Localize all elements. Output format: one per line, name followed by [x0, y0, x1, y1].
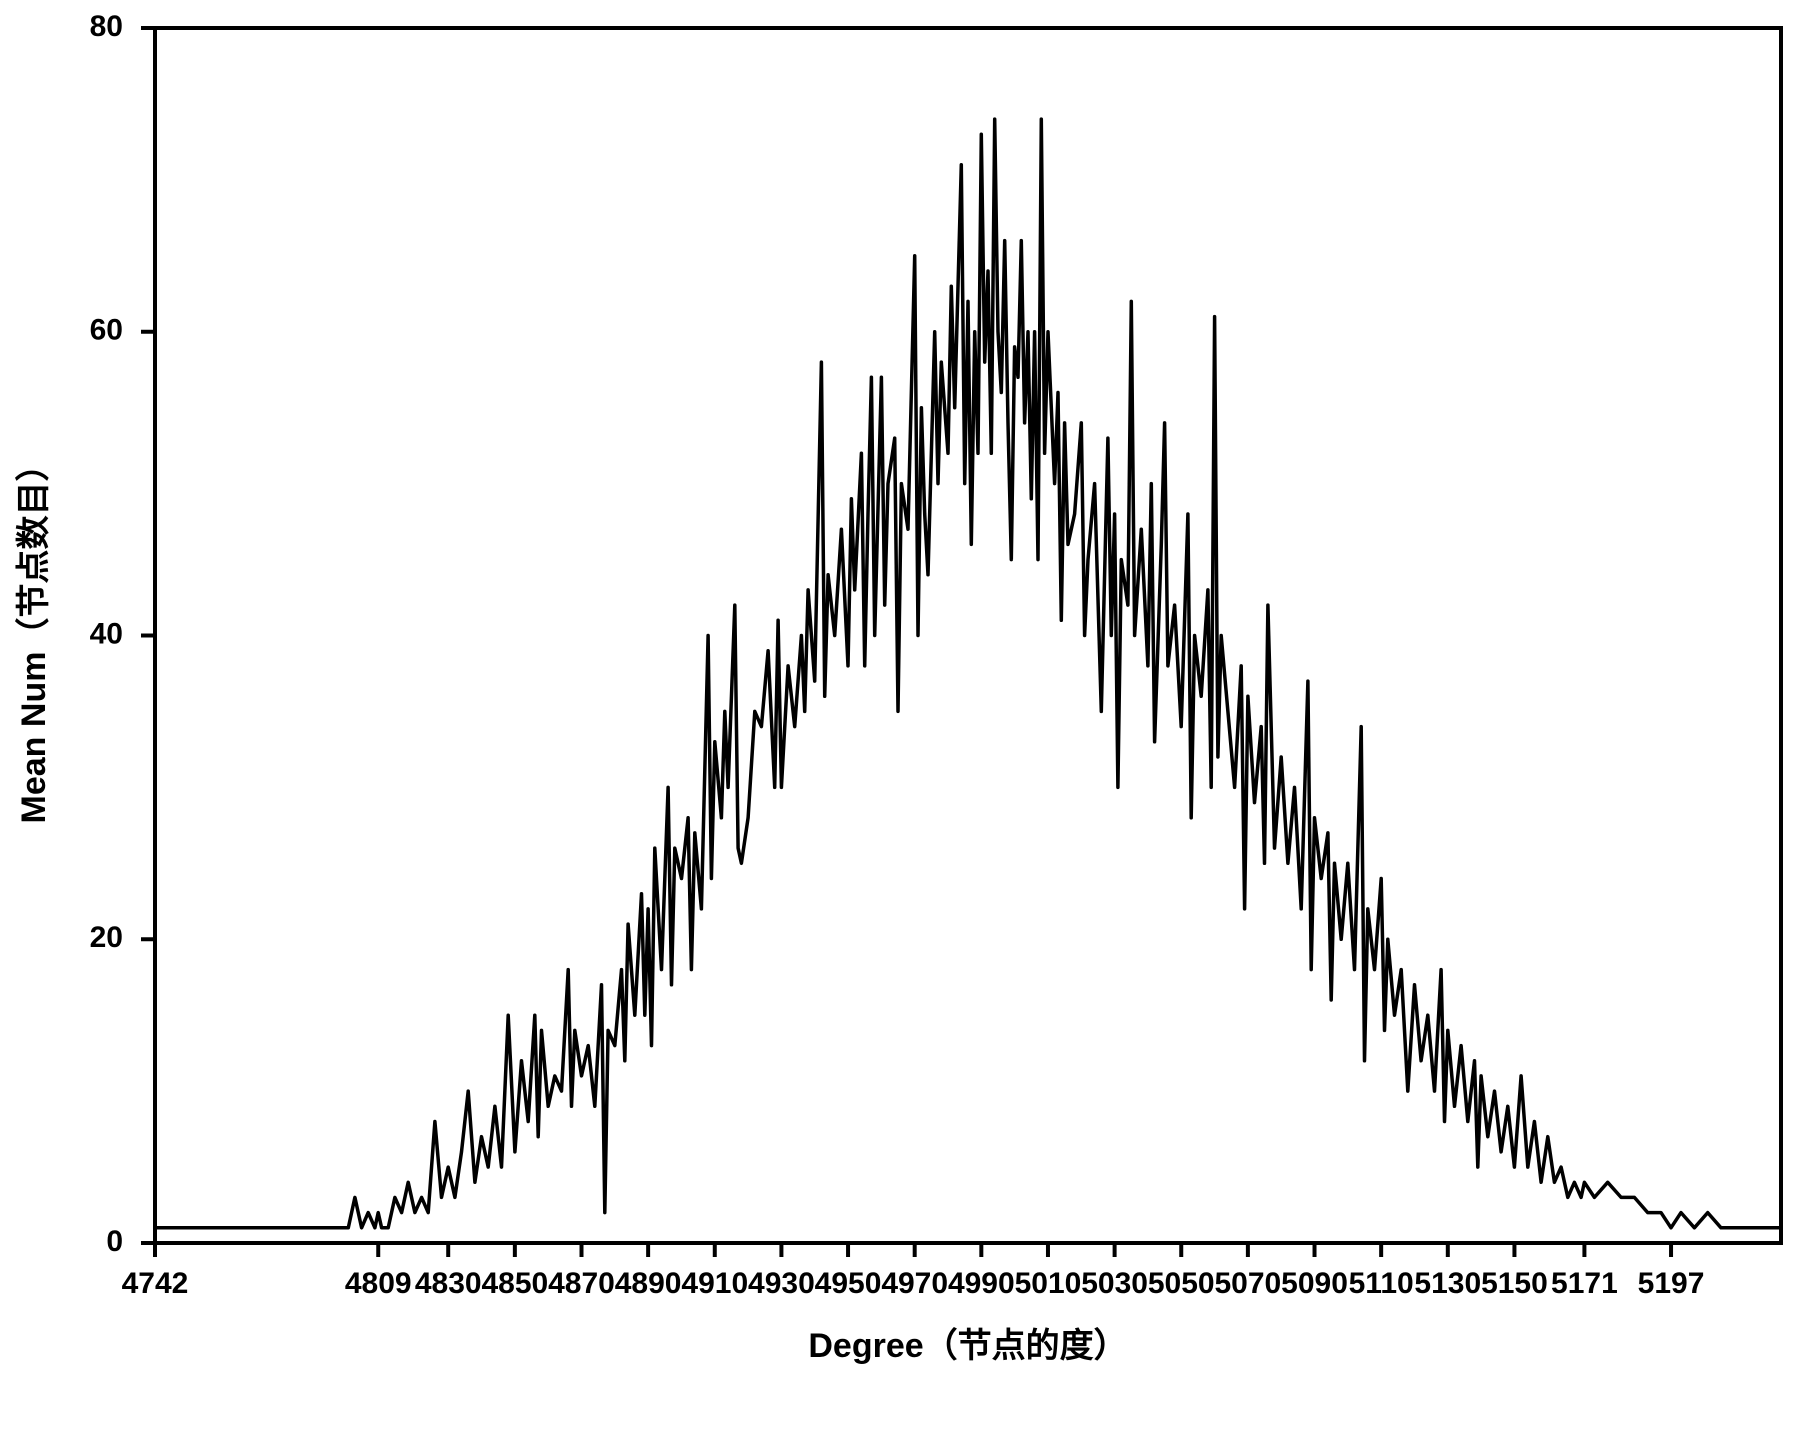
x-tick-label: 4830	[415, 1267, 482, 1300]
y-tick-label: 60	[90, 314, 123, 347]
x-tick-label: 5150	[1481, 1267, 1548, 1300]
x-tick-label: 5030	[1081, 1267, 1148, 1300]
x-tick-label: 4809	[345, 1267, 412, 1300]
x-tick-label: 4970	[881, 1267, 948, 1300]
y-axis-label: Mean Num（节点数目）	[14, 448, 53, 824]
x-tick-label: 5090	[1281, 1267, 1348, 1300]
y-tick-label: 0	[106, 1225, 123, 1258]
chart-container: 0 20 40 60 80 4742 480948304850487048904910493…	[0, 0, 1816, 1424]
x-tick-label: 4742	[122, 1267, 189, 1300]
y-tick-label: 20	[90, 921, 123, 954]
degree-distribution-chart: 0 20 40 60 80 4742 480948304850487048904910493…	[0, 0, 1816, 1424]
x-tick-label: 5070	[1215, 1267, 1282, 1300]
y-tick-label: 80	[90, 10, 123, 43]
x-tick-label: 4890	[615, 1267, 682, 1300]
x-tick-label: 4910	[681, 1267, 748, 1300]
x-tick-label: 5171	[1551, 1267, 1618, 1300]
x-axis-label: Degree（节点的度）	[808, 1326, 1127, 1365]
x-tick-label: 5110	[1349, 1267, 1414, 1300]
x-tick-label: 5197	[1638, 1267, 1705, 1300]
x-tick-label: 5130	[1414, 1267, 1481, 1300]
data-line	[155, 119, 1781, 1228]
x-tick-label: 4990	[948, 1267, 1015, 1300]
x-tick-label: 5010	[1015, 1267, 1082, 1300]
plot-border	[155, 28, 1781, 1243]
x-tick-label: 4870	[548, 1267, 615, 1300]
y-tick-label: 40	[90, 617, 123, 650]
x-tick-label: 4930	[748, 1267, 815, 1300]
x-tick-label: 4950	[815, 1267, 882, 1300]
x-tick-label: 4850	[481, 1267, 548, 1300]
x-tick-label: 5050	[1148, 1267, 1215, 1300]
